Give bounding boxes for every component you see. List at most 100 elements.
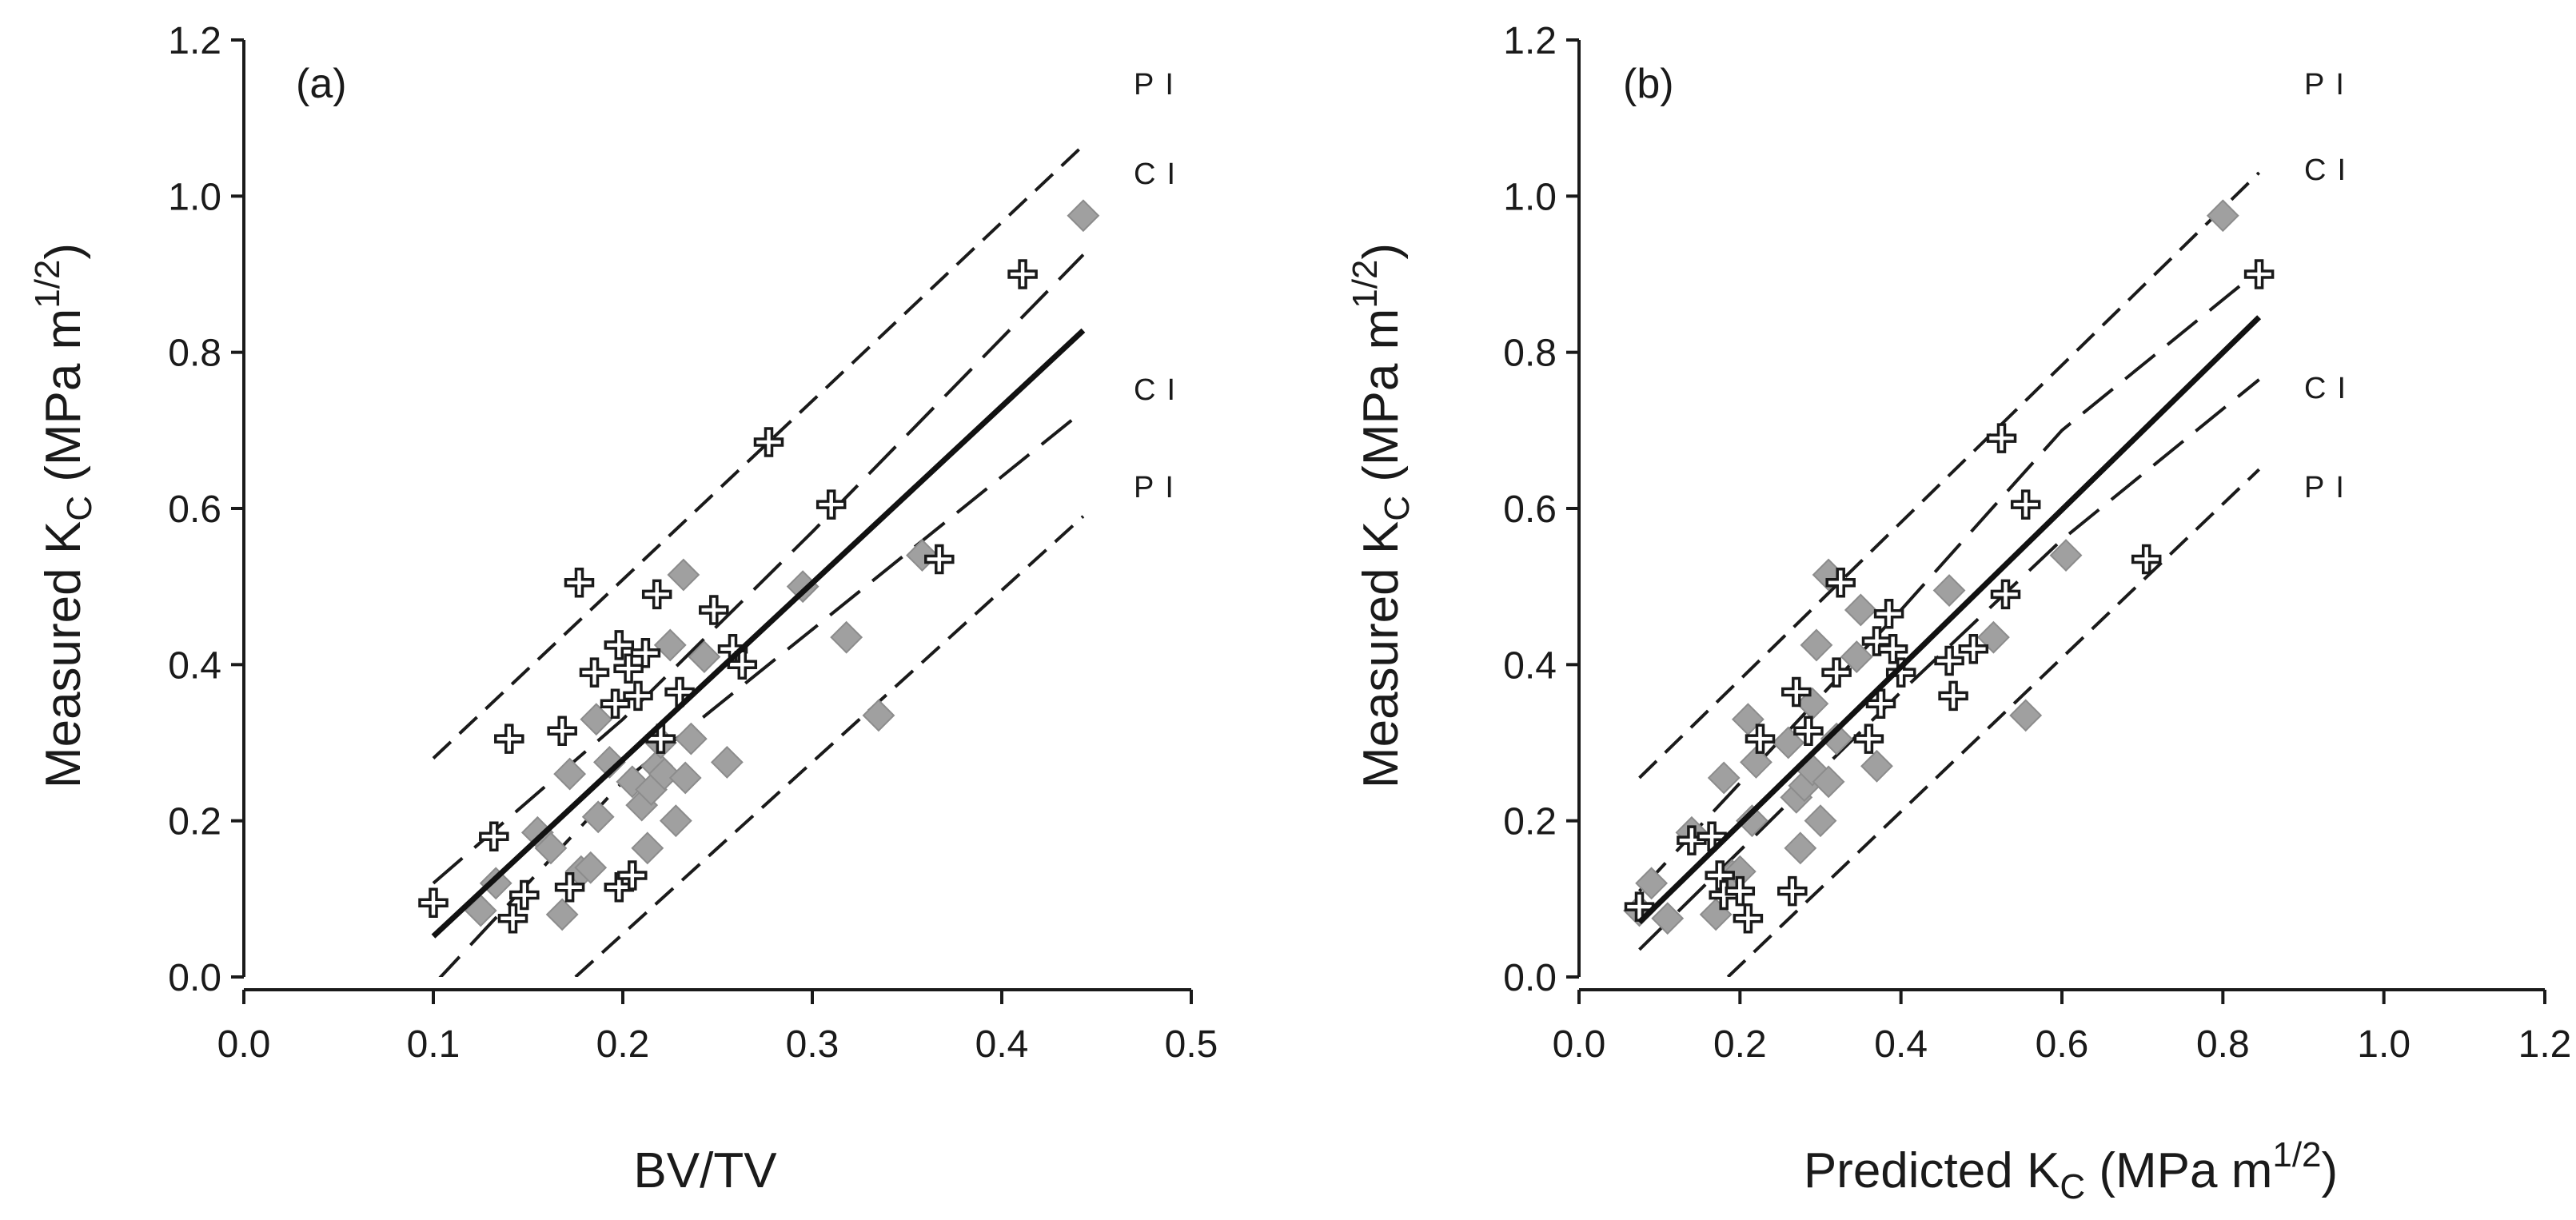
panel-b-diamond-point	[2049, 539, 2083, 572]
panel-b-pi-upper-line	[1638, 171, 2260, 779]
panel-a-diamond-point	[479, 867, 512, 900]
panel-b-x-tick-label: 0.0	[1553, 1023, 1606, 1066]
panel-b-diamond-point	[1820, 722, 1853, 756]
panel-b-y-tick-label: 0.6	[1503, 488, 1557, 531]
panel-b-cross-point	[1986, 423, 2017, 453]
panel-a-cross-point	[699, 595, 729, 625]
panel-a-x-tick-label: 0.1	[407, 1023, 461, 1066]
panel-b-cross-point	[2243, 259, 2275, 289]
panel-b-x-tick-label: 0.2	[1713, 1023, 1767, 1066]
panel-a-plot-area	[418, 144, 1100, 977]
panel-a-pi-lower-line	[574, 515, 1085, 977]
panel-a-diamond-point	[631, 831, 664, 865]
panel-a-diamond-point	[667, 558, 700, 592]
panel-b-band-label-pi-top: PI	[2304, 68, 2355, 102]
panel-a-y-tick-label: 0.6	[168, 488, 221, 531]
panel-a-x-tick-label: 0.3	[786, 1023, 839, 1066]
panel-a-band-label-pi-bottom: PI	[1134, 471, 1185, 504]
panel-b-cross-point	[2010, 489, 2041, 520]
panel-b-cross-point	[2131, 544, 2162, 575]
panel-a-diamond-point	[545, 898, 579, 931]
panel-b-band-label-ci-bottom: CI	[2304, 372, 2357, 405]
panel-a-label: (a)	[296, 61, 347, 107]
panel-b-cross-point	[1885, 657, 1916, 688]
panel-a-band-label-ci-top: CI	[1134, 157, 1186, 191]
panel-a-xlabel: BV/TV	[633, 1143, 777, 1198]
panel-a-cross-point	[815, 489, 847, 520]
panel-a-regression-line	[431, 328, 1086, 939]
panel-a-y-tick-label: 0.8	[168, 333, 221, 375]
panel-a-cross-point	[641, 579, 672, 610]
panel-b-diamond-point	[1844, 593, 1877, 627]
panel-b-x-tick-label: 0.6	[2036, 1023, 2089, 1066]
panel-a-x-tick-label: 0.5	[1165, 1023, 1218, 1066]
panel-b-cross-point	[1725, 875, 1756, 907]
panel-a-cross-point	[604, 871, 635, 903]
panel-b-diamond-point	[1804, 804, 1837, 838]
panel-a-cross-point	[547, 716, 577, 747]
panel-b-ci-lower-line	[1638, 378, 2260, 951]
panel-a-cross-point	[494, 724, 524, 754]
panel-b-diamond-point	[1784, 831, 1817, 865]
panel-a-cross-point	[604, 630, 635, 660]
panel-a-x-tick-label: 0.2	[596, 1023, 650, 1066]
panel-a-pi-upper-line	[432, 144, 1085, 760]
panel-a-cross-point	[509, 879, 540, 911]
panel-a-diamond-point	[553, 757, 587, 791]
panel-b-diamond-point	[1736, 804, 1769, 838]
panel-b-y-tick-label: 0.8	[1503, 333, 1557, 375]
panel-b-regression-line	[1637, 315, 2262, 925]
panel-a-y-tick-label: 1.0	[168, 176, 221, 218]
panel-b-diamond-point	[1635, 867, 1669, 900]
panel-b-cross-point	[1745, 724, 1776, 754]
panel-a-ylabel: Measured KC (MPa m1/2)	[28, 243, 99, 788]
panel-b-ylabel: Measured KC (MPa m1/2)	[1346, 243, 1417, 788]
panel-b-diamond-point	[1800, 628, 1833, 662]
panel-a-band-label-pi-top: PI	[1134, 68, 1185, 102]
panel-a-cross-point	[630, 637, 661, 668]
panel-b-cross-point	[1873, 599, 1904, 629]
panel-b-x-tick-label: 1.2	[2518, 1023, 2572, 1066]
panel-a-cross-point	[753, 427, 784, 457]
panel-a-diamond-point	[830, 620, 863, 654]
panel-b-diamond-point	[1840, 640, 1873, 673]
panel-a-diamond-point	[668, 761, 702, 795]
panel-a-diamond-point	[688, 640, 721, 673]
panel-a-x-tick-label: 0.4	[975, 1023, 1029, 1066]
panel-a-diamond-point	[592, 746, 626, 779]
panel-b-diamond-point	[1860, 749, 1893, 783]
panel-b-y-tick-label: 0.2	[1503, 801, 1557, 843]
panel-b-cross-point	[1877, 634, 1908, 664]
panel-a-ylabel-text: Measured KC (MPa m1/2)	[28, 243, 99, 788]
panel-b-diamond-point	[1740, 746, 1772, 779]
panel-a-diamond-point	[710, 746, 744, 779]
panel-a-x-tick-label: 0.0	[217, 1023, 271, 1066]
panel-a: Measured KC (MPa m1/2) BV/TV (a) 0.0 0.2 0…	[28, 20, 1218, 1198]
panel-b-x-tick-label: 0.8	[2196, 1023, 2250, 1066]
panel-b-cross-point	[1677, 825, 1707, 855]
panel-b-cross-point	[1934, 645, 1964, 676]
panel-b-ylabel-text: Measured KC (MPa m1/2)	[1346, 243, 1417, 788]
panel-a-diamond-point	[862, 699, 895, 732]
panel-a-cross-point	[479, 821, 509, 851]
panel-a-y-tick-label: 0.4	[168, 644, 221, 687]
panel-b-band-label-pi-bottom: PI	[2304, 471, 2355, 504]
panel-b-cross-point	[1777, 875, 1808, 907]
panel-b-y-tick-label: 0.4	[1503, 644, 1557, 687]
panel-b-cross-point	[1861, 626, 1892, 656]
panel-a-diamond-point	[580, 703, 613, 736]
panel-b-x-tick-label: 0.4	[1874, 1023, 1928, 1066]
panel-b-cross-point	[1853, 724, 1884, 754]
panel-b-plot-area	[1623, 171, 2275, 977]
panel-b-y-tick-label: 1.0	[1503, 176, 1557, 218]
panel-b-diamond-point	[2009, 699, 2043, 732]
panel-a-cross-point	[600, 688, 631, 719]
panel-a-diamond-point	[1067, 199, 1100, 233]
panel-b-diamond-point	[1651, 902, 1685, 935]
panel-a-cross-point	[1007, 259, 1038, 289]
panel-b: Measured KC (MPa m1/2) Predicted KC (MPa…	[1346, 20, 2571, 1206]
panel-b-y-tick-label: 0.0	[1503, 957, 1557, 999]
panel-a-y-tick-label: 1.2	[168, 20, 221, 62]
panel-b-cross-point	[1958, 634, 1989, 664]
panel-a-cross-point	[613, 653, 644, 684]
